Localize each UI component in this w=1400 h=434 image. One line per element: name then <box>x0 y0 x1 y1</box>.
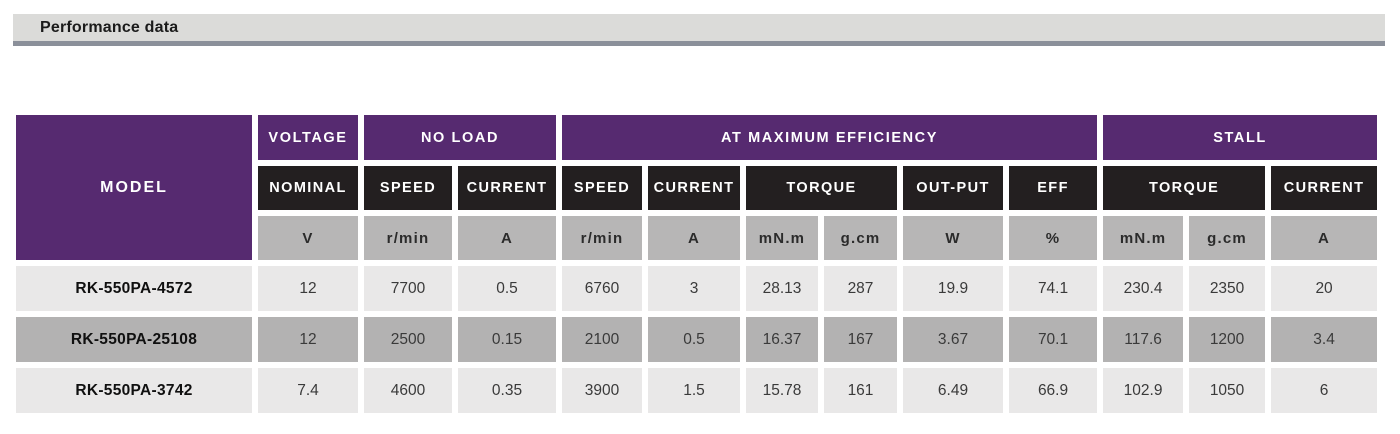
subheader-eff: EFF <box>1009 166 1098 210</box>
data-cell: 12 <box>258 266 358 311</box>
group-header-no-load: NO LOAD <box>364 115 556 160</box>
unit-stall-mnm: mN.m <box>1103 216 1184 260</box>
data-cell: 0.5 <box>458 266 556 311</box>
unit-stall-amp: A <box>1271 216 1378 260</box>
data-cell: 20 <box>1271 266 1378 311</box>
subheader-row: NOMINAL SPEED CURRENT SPEED CURRENT TORQ… <box>16 166 1378 210</box>
unit-volt: V <box>258 216 358 260</box>
unit-noload-rpm: r/min <box>364 216 452 260</box>
section-title: Performance data <box>40 18 179 36</box>
unit-maxeff-mnm: mN.m <box>746 216 818 260</box>
unit-stall-gcm: g.cm <box>1189 216 1266 260</box>
section-header-underline <box>13 41 1385 46</box>
table-row: RK-550PA-4572 12 7700 0.5 6760 3 28.13 2… <box>16 266 1378 311</box>
data-cell: 1.5 <box>648 368 740 413</box>
performance-table: MODEL VOLTAGE NO LOAD AT MAXIMUM EFFICIE… <box>10 109 1383 419</box>
subheader-output: OUT-PUT <box>903 166 1003 210</box>
data-cell: 3900 <box>562 368 642 413</box>
subheader-maxeff-current: CURRENT <box>648 166 740 210</box>
data-cell: 19.9 <box>903 266 1003 311</box>
data-cell: 1200 <box>1189 317 1266 362</box>
data-cell: 12 <box>258 317 358 362</box>
data-cell: 102.9 <box>1103 368 1184 413</box>
unit-watt: W <box>903 216 1003 260</box>
data-cell: 287 <box>824 266 897 311</box>
data-cell: 74.1 <box>1009 266 1098 311</box>
unit-maxeff-rpm: r/min <box>562 216 642 260</box>
data-cell: 66.9 <box>1009 368 1098 413</box>
data-cell: 117.6 <box>1103 317 1184 362</box>
model-cell: RK-550PA-4572 <box>16 266 252 311</box>
data-cell: 7.4 <box>258 368 358 413</box>
data-cell: 1050 <box>1189 368 1266 413</box>
subheader-stall-current: CURRENT <box>1271 166 1378 210</box>
data-cell: 28.13 <box>746 266 818 311</box>
unit-row: V r/min A r/min A mN.m g.cm W % mN.m g.c… <box>16 216 1378 260</box>
subheader-stall-torque: TORQUE <box>1103 166 1266 210</box>
subheader-maxeff-torque: TORQUE <box>746 166 897 210</box>
data-cell: 6760 <box>562 266 642 311</box>
data-cell: 2350 <box>1189 266 1266 311</box>
data-cell: 70.1 <box>1009 317 1098 362</box>
unit-percent: % <box>1009 216 1098 260</box>
data-cell: 3 <box>648 266 740 311</box>
data-cell: 2100 <box>562 317 642 362</box>
data-cell: 6 <box>1271 368 1378 413</box>
data-cell: 161 <box>824 368 897 413</box>
data-cell: 2500 <box>364 317 452 362</box>
group-header-row: MODEL VOLTAGE NO LOAD AT MAXIMUM EFFICIE… <box>16 115 1378 260</box>
group-header-stall: STALL <box>1103 115 1378 160</box>
group-header-at-maximum-efficiency: AT MAXIMUM EFFICIENCY <box>562 115 1098 160</box>
group-header-voltage: VOLTAGE <box>258 115 358 160</box>
data-cell: 3.4 <box>1271 317 1378 362</box>
data-cell: 0.35 <box>458 368 556 413</box>
subheader-maxeff-speed: SPEED <box>562 166 642 210</box>
subheader-noload-current: CURRENT <box>458 166 556 210</box>
section-header: Performance data <box>13 14 1385 46</box>
data-cell: 0.15 <box>458 317 556 362</box>
data-cell: 6.49 <box>903 368 1003 413</box>
subheader-noload-speed: SPEED <box>364 166 452 210</box>
model-cell: RK-550PA-3742 <box>16 368 252 413</box>
unit-maxeff-amp: A <box>648 216 740 260</box>
data-cell: 16.37 <box>746 317 818 362</box>
model-column-header: MODEL <box>16 115 252 260</box>
table-row: RK-550PA-25108 12 2500 0.15 2100 0.5 16.… <box>16 317 1378 362</box>
unit-maxeff-gcm: g.cm <box>824 216 897 260</box>
data-cell: 230.4 <box>1103 266 1184 311</box>
model-cell: RK-550PA-25108 <box>16 317 252 362</box>
unit-noload-amp: A <box>458 216 556 260</box>
data-cell: 4600 <box>364 368 452 413</box>
table-row: RK-550PA-3742 7.4 4600 0.35 3900 1.5 15.… <box>16 368 1378 413</box>
data-cell: 15.78 <box>746 368 818 413</box>
data-cell: 7700 <box>364 266 452 311</box>
subheader-nominal: NOMINAL <box>258 166 358 210</box>
section-header-bar: Performance data <box>13 14 1385 41</box>
data-cell: 167 <box>824 317 897 362</box>
data-cell: 0.5 <box>648 317 740 362</box>
data-cell: 3.67 <box>903 317 1003 362</box>
